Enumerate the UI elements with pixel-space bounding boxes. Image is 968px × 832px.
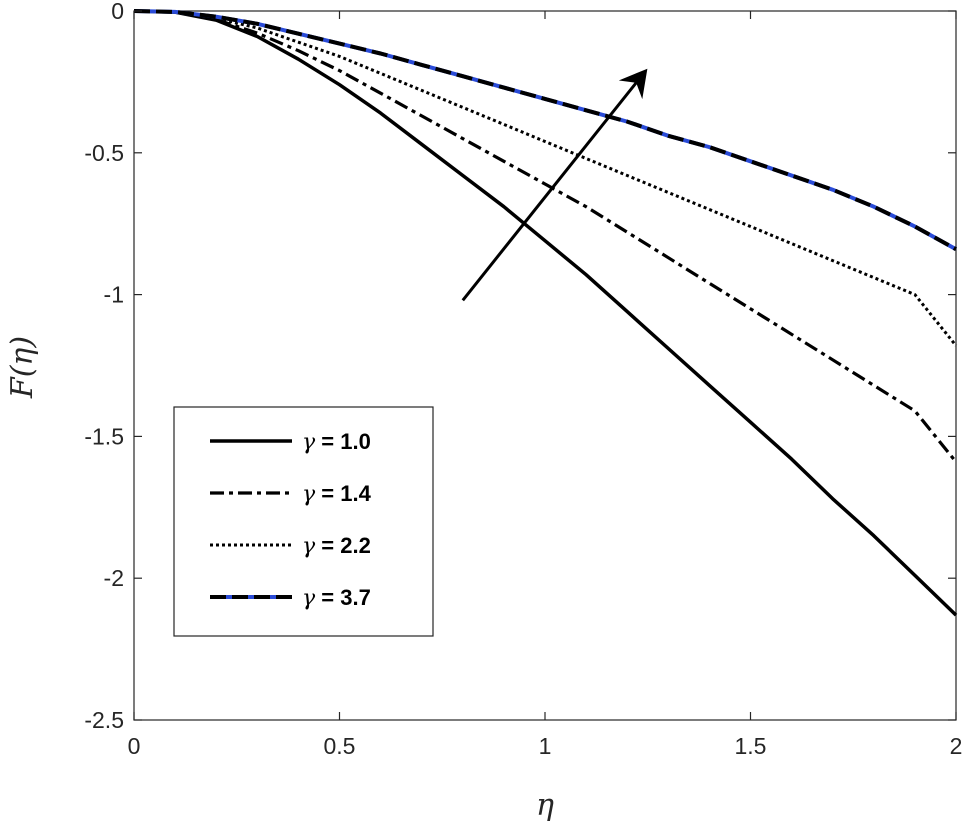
x-axis-label: η — [536, 788, 554, 823]
legend-entry-symbol: γ — [302, 586, 316, 611]
legend-entry-3: γ = 3.7 — [302, 585, 371, 611]
legend: γ = 1.0γ = 1.4γ = 2.2γ = 3.7 — [173, 406, 434, 637]
y-tick-label: -1 — [104, 282, 124, 308]
x-tick-label: 0 — [128, 733, 141, 759]
y-tick-label: -2 — [104, 565, 124, 591]
legend-entry-symbol: γ — [302, 430, 316, 455]
annotation-layer — [461, 68, 648, 302]
legend-entry-2: γ = 2.2 — [302, 533, 371, 559]
legend-entry-value: = 1.0 — [315, 429, 371, 454]
legend-entry-value: = 2.2 — [315, 533, 371, 558]
legend-entry-value: = 3.7 — [315, 585, 371, 610]
ticks-layer: 0 0.5 1 1.5 2 0 -0.5 -1 -1.5 -2 -2.5 — [84, 0, 962, 759]
legend-entry-0: γ = 1.0 — [302, 429, 371, 455]
legend-entry-value: = 1.4 — [315, 481, 371, 506]
series-layer — [133, 9, 958, 617]
y-axis-label: F(η) — [5, 336, 40, 399]
x-tick-label: 1 — [539, 733, 552, 759]
legend-entry-symbol: γ — [302, 534, 316, 559]
series-line-1 — [133, 9, 958, 463]
series-line-2 — [133, 9, 958, 347]
series-line-0 — [133, 9, 958, 617]
x-tick-label: 0.5 — [324, 733, 356, 759]
x-tick-label: 2 — [950, 733, 963, 759]
trend-arrow-0 — [461, 68, 648, 302]
y-tick-label: -2.5 — [84, 707, 124, 733]
y-tick-label: 0 — [111, 0, 124, 24]
y-tick-label: -1.5 — [84, 423, 124, 449]
x-tick-label: 1.5 — [735, 733, 767, 759]
series-line-3 — [133, 9, 957, 251]
legend-entry-symbol: γ — [302, 482, 316, 507]
legend-entry-1: γ = 1.4 — [302, 481, 372, 507]
y-tick-label: -0.5 — [84, 140, 124, 166]
